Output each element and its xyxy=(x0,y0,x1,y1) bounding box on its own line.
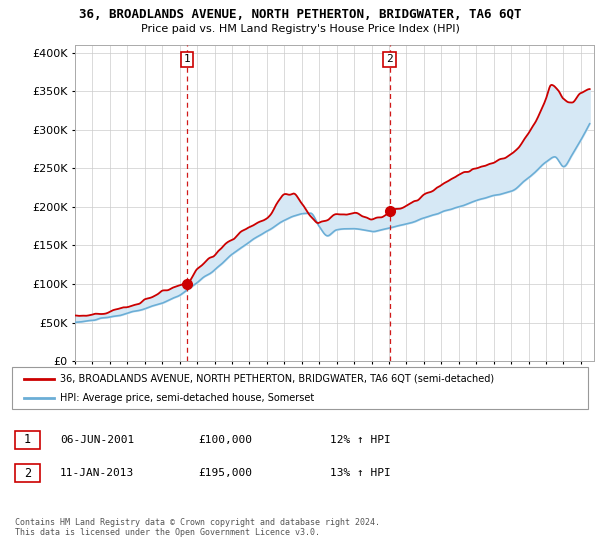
Text: 1: 1 xyxy=(184,54,191,64)
Text: 11-JAN-2013: 11-JAN-2013 xyxy=(60,468,134,478)
Text: 13% ↑ HPI: 13% ↑ HPI xyxy=(330,468,391,478)
Text: 2: 2 xyxy=(386,54,393,64)
Text: Price paid vs. HM Land Registry's House Price Index (HPI): Price paid vs. HM Land Registry's House … xyxy=(140,24,460,34)
Text: 12% ↑ HPI: 12% ↑ HPI xyxy=(330,435,391,445)
Text: 36, BROADLANDS AVENUE, NORTH PETHERTON, BRIDGWATER, TA6 6QT (semi-detached): 36, BROADLANDS AVENUE, NORTH PETHERTON, … xyxy=(60,374,494,384)
Text: 06-JUN-2001: 06-JUN-2001 xyxy=(60,435,134,445)
Text: 36, BROADLANDS AVENUE, NORTH PETHERTON, BRIDGWATER, TA6 6QT: 36, BROADLANDS AVENUE, NORTH PETHERTON, … xyxy=(79,8,521,21)
Text: 2: 2 xyxy=(24,466,31,480)
Text: HPI: Average price, semi-detached house, Somerset: HPI: Average price, semi-detached house,… xyxy=(60,393,314,403)
Text: 1: 1 xyxy=(24,433,31,446)
Text: £100,000: £100,000 xyxy=(198,435,252,445)
Text: Contains HM Land Registry data © Crown copyright and database right 2024.
This d: Contains HM Land Registry data © Crown c… xyxy=(15,518,380,538)
Text: £195,000: £195,000 xyxy=(198,468,252,478)
